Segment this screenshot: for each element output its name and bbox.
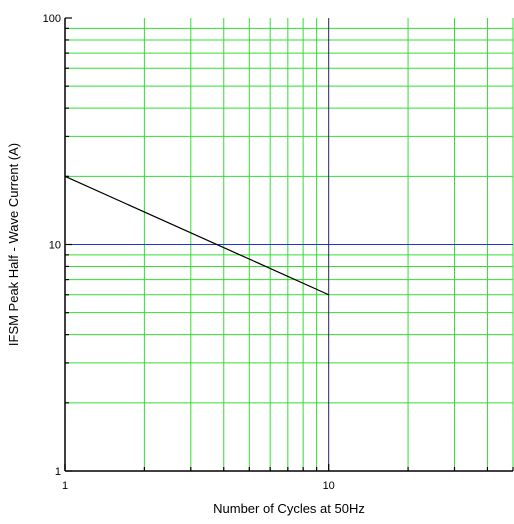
y-tick-label: 10 (49, 240, 61, 252)
x-tick-label: 1 (62, 480, 68, 492)
x-tick-label: 10 (323, 480, 335, 492)
reference-lines (65, 18, 513, 471)
axes (64, 17, 514, 472)
y-tick-label: 1 (55, 466, 61, 478)
series-line (64, 175, 329, 296)
x-axis-label: Number of Cycles at 50Hz (213, 501, 365, 516)
y-axis-label: IFSM Peak Half - Wave Current (A) (6, 143, 21, 346)
tick-labels: 1 10 100 1 10 (43, 13, 335, 492)
y-tick-label: 100 (43, 13, 61, 25)
data-series (64, 175, 329, 296)
